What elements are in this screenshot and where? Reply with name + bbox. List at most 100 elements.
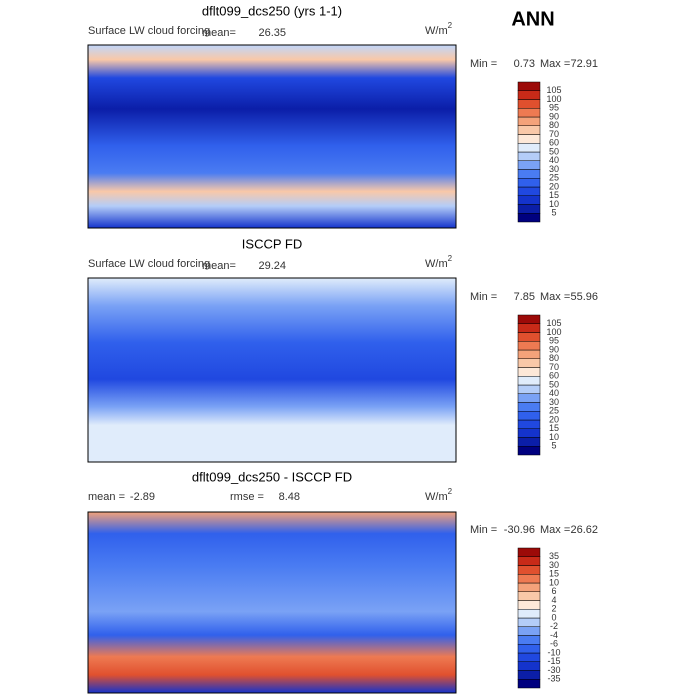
colorbar-box	[517, 99, 541, 109]
colorbar-box	[517, 402, 541, 412]
colorbar-label: 10	[549, 199, 559, 209]
colorbar-box	[517, 367, 541, 377]
colorbar-label: 6	[551, 586, 556, 596]
colorbar-box	[517, 609, 541, 619]
units-sup: 2	[448, 254, 453, 263]
min-value: -30.96	[504, 524, 535, 536]
colorbar-box	[517, 565, 541, 575]
mean-value: 26.35	[258, 27, 286, 39]
colorbar-label: 30	[549, 397, 559, 407]
colorbar-box	[517, 178, 541, 188]
units-sup: 2	[448, 487, 453, 496]
colorbar-box	[517, 116, 541, 126]
colorbar-box	[517, 617, 541, 627]
mean-value: 29.24	[258, 260, 286, 272]
colorbar-box	[517, 143, 541, 153]
colorbar-box	[517, 323, 541, 333]
units-sup: 2	[448, 21, 453, 30]
colorbar-label: 40	[549, 155, 559, 165]
colorbar-box	[517, 314, 541, 324]
colorbar-label: 70	[549, 129, 559, 139]
colorbar-box	[517, 437, 541, 447]
colorbar-box	[517, 90, 541, 100]
colorbar-label: 10	[549, 577, 559, 587]
colorbar-label: 15	[549, 423, 559, 433]
colorbar-label: 50	[549, 379, 559, 389]
units: W/m2	[425, 254, 453, 270]
colorbar-label: -30	[547, 665, 560, 675]
colorbar-label: -15	[547, 656, 560, 666]
colorbar-label: 15	[549, 569, 559, 579]
map	[87, 44, 457, 229]
colorbar-label: 5	[551, 208, 556, 218]
colorbar-label: 20	[549, 181, 559, 191]
units: W/m2	[425, 487, 453, 503]
colorbar-box	[517, 582, 541, 592]
colorbar-box	[517, 134, 541, 144]
colorbar-label: -2	[550, 621, 558, 631]
max-label: Max =	[540, 291, 570, 303]
colorbar-label: 60	[549, 371, 559, 381]
units-text: W/m	[425, 491, 448, 503]
colorbar-box	[517, 652, 541, 662]
season-label: ANN	[511, 8, 554, 30]
colorbar-box	[517, 151, 541, 161]
panel-title: dflt099_dcs250 (yrs 1-1)	[202, 3, 342, 18]
colorbar-box	[517, 213, 541, 223]
colorbar-label: 5	[551, 441, 556, 451]
units-text: W/m	[425, 25, 448, 37]
colorbar-box	[517, 556, 541, 566]
colorbar-label: 100	[546, 94, 561, 104]
colorbar-label: 100	[546, 327, 561, 337]
map	[87, 511, 457, 694]
colorbar-box	[517, 125, 541, 135]
max-value: 26.62	[570, 524, 598, 536]
min-label: Min =	[470, 58, 497, 70]
colorbar-box	[517, 411, 541, 421]
min-value: 7.85	[514, 291, 535, 303]
panel-title: ISCCP FD	[242, 236, 302, 251]
colorbar-box	[517, 670, 541, 680]
colorbar-box	[517, 186, 541, 196]
colorbar-label: 80	[549, 353, 559, 363]
colorbar-label: 25	[549, 406, 559, 416]
colorbar-label: 50	[549, 146, 559, 156]
colorbar-label: 105	[546, 318, 561, 328]
units: W/m2	[425, 21, 453, 37]
min-label: Min =	[470, 291, 497, 303]
colorbar-box	[517, 81, 541, 91]
colorbar-label: 95	[549, 336, 559, 346]
colorbar-box	[517, 195, 541, 205]
colorbar-label: 60	[549, 138, 559, 148]
colorbar-label: 30	[549, 560, 559, 570]
colorbar-label: -10	[547, 647, 560, 657]
colorbar-box	[517, 644, 541, 654]
colorbar-label: 15	[549, 190, 559, 200]
colorbar-label: 105	[546, 85, 561, 95]
colorbar-label: -4	[550, 630, 558, 640]
colorbar-box	[517, 204, 541, 214]
colorbar-label: 25	[549, 173, 559, 183]
colorbar-box	[517, 547, 541, 557]
colorbar-label: 90	[549, 344, 559, 354]
colorbar-label: 40	[549, 388, 559, 398]
colorbar-box	[517, 428, 541, 438]
colorbar-label: 4	[551, 595, 556, 605]
colorbar-label: 20	[549, 414, 559, 424]
mean-label: mean=	[202, 27, 236, 39]
colorbar-label: -6	[550, 639, 558, 649]
colorbar-label: 70	[549, 362, 559, 372]
max-value: 72.91	[570, 58, 598, 70]
colorbar-box	[517, 160, 541, 170]
colorbar-label: 2	[551, 604, 556, 614]
colorbar-box	[517, 446, 541, 456]
colorbar-box	[517, 661, 541, 671]
mean-label: mean=	[202, 260, 236, 272]
min-label: Min =	[470, 524, 497, 536]
min-value: 0.73	[514, 58, 535, 70]
colorbar-box	[517, 393, 541, 403]
colorbar-box	[517, 108, 541, 118]
mean-value: -2.89	[130, 491, 155, 503]
colorbar-box	[517, 419, 541, 429]
